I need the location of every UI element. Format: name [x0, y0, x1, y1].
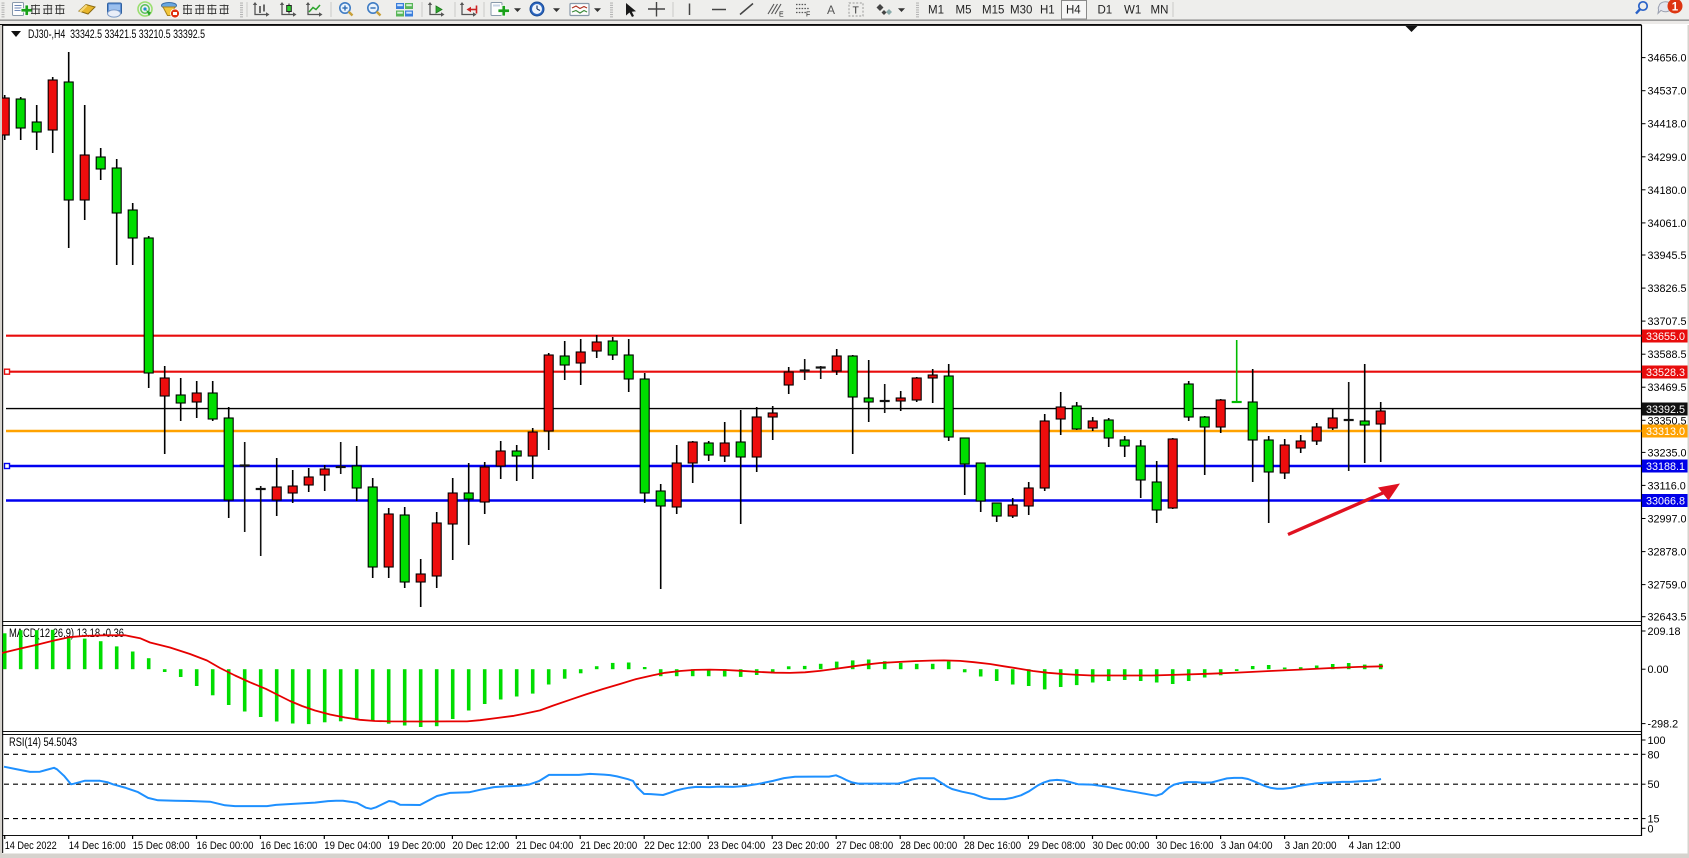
svg-text:33707.5: 33707.5: [1648, 316, 1687, 328]
svg-text:E: E: [779, 12, 784, 19]
svg-text:30 Dec 16:00: 30 Dec 16:00: [1157, 840, 1214, 852]
svg-text:32878.0: 32878.0: [1648, 547, 1687, 559]
svg-text:3 Jan 04:00: 3 Jan 04:00: [1221, 840, 1273, 852]
svg-text:22 Dec 12:00: 22 Dec 12:00: [644, 840, 701, 852]
svg-text:28 Dec 16:00: 28 Dec 16:00: [964, 840, 1021, 852]
svg-text:W1: W1: [1124, 5, 1141, 17]
svg-text:32643.5: 32643.5: [1648, 612, 1687, 624]
svg-text:29 Dec 08:00: 29 Dec 08:00: [1028, 840, 1085, 852]
svg-text:33066.8: 33066.8: [1646, 496, 1685, 508]
svg-text:33945.5: 33945.5: [1648, 250, 1687, 262]
svg-text:34656.0: 34656.0: [1648, 53, 1687, 65]
svg-text:0: 0: [1648, 823, 1654, 835]
svg-text:15: 15: [1648, 814, 1660, 826]
svg-text:A: A: [827, 3, 835, 17]
svg-text:MN: MN: [1151, 5, 1169, 17]
svg-text:33826.5: 33826.5: [1648, 283, 1687, 295]
svg-text:33655.0: 33655.0: [1646, 331, 1685, 343]
svg-text:20 Dec 12:00: 20 Dec 12:00: [452, 840, 509, 852]
svg-text:33588.5: 33588.5: [1648, 349, 1687, 361]
svg-text:33313.0: 33313.0: [1646, 426, 1685, 438]
svg-text:H1: H1: [1040, 5, 1055, 17]
svg-text:21 Dec 04:00: 21 Dec 04:00: [516, 840, 573, 852]
svg-text:34299.0: 34299.0: [1648, 152, 1687, 164]
svg-text:33235.0: 33235.0: [1648, 447, 1687, 459]
svg-text:0.00: 0.00: [1648, 664, 1669, 676]
svg-text:30 Dec 00:00: 30 Dec 00:00: [1093, 840, 1150, 852]
svg-text:209.18: 209.18: [1648, 626, 1681, 638]
svg-text:M15: M15: [982, 5, 1004, 17]
svg-text:28 Dec 00:00: 28 Dec 00:00: [900, 840, 957, 852]
svg-text:33469.5: 33469.5: [1648, 382, 1687, 394]
svg-text:-298.2: -298.2: [1648, 719, 1679, 731]
svg-text:50: 50: [1648, 779, 1660, 791]
svg-text:F: F: [806, 12, 810, 19]
svg-text:T: T: [853, 5, 860, 17]
svg-text:M30: M30: [1010, 5, 1032, 17]
svg-text:16 Dec 16:00: 16 Dec 16:00: [260, 840, 317, 852]
svg-text:32759.0: 32759.0: [1648, 580, 1687, 592]
svg-text:33116.0: 33116.0: [1648, 480, 1686, 492]
svg-text:33188.1: 33188.1: [1646, 461, 1685, 473]
svg-text:33528.3: 33528.3: [1646, 367, 1685, 379]
svg-text:19 Dec 20:00: 19 Dec 20:00: [389, 840, 446, 852]
svg-text:14 Dec 16:00: 14 Dec 16:00: [69, 840, 126, 852]
svg-text:DJ30-,H4 33342.5 33421.5 3321: DJ30-,H4 33342.5 33421.5 33210.5 33392.5: [28, 29, 205, 41]
svg-text:D1: D1: [1098, 5, 1113, 17]
svg-text:100: 100: [1648, 735, 1666, 747]
svg-text:21 Dec 20:00: 21 Dec 20:00: [580, 840, 637, 852]
svg-text:15 Dec 08:00: 15 Dec 08:00: [133, 840, 190, 852]
svg-text:80: 80: [1648, 749, 1660, 761]
svg-text:16 Dec 00:00: 16 Dec 00:00: [197, 840, 254, 852]
svg-text:1: 1: [1672, 2, 1679, 14]
svg-text:34537.0: 34537.0: [1648, 86, 1687, 98]
svg-text:19 Dec 04:00: 19 Dec 04:00: [324, 840, 381, 852]
svg-text:23 Dec 04:00: 23 Dec 04:00: [708, 840, 765, 852]
svg-text:34418.0: 34418.0: [1648, 119, 1687, 131]
svg-text:34180.0: 34180.0: [1648, 185, 1687, 197]
svg-text:32997.0: 32997.0: [1648, 514, 1687, 526]
svg-text:14 Dec 2022: 14 Dec 2022: [5, 840, 57, 852]
svg-text:23 Dec 20:00: 23 Dec 20:00: [772, 840, 829, 852]
svg-text:4 Jan 12:00: 4 Jan 12:00: [1349, 840, 1401, 852]
svg-text:27 Dec 08:00: 27 Dec 08:00: [836, 840, 893, 852]
svg-text:M1: M1: [928, 5, 944, 17]
svg-text:M5: M5: [956, 5, 972, 17]
svg-text:RSI(14) 54.5043: RSI(14) 54.5043: [9, 737, 77, 749]
svg-text:3 Jan 20:00: 3 Jan 20:00: [1285, 840, 1337, 852]
svg-text:34061.0: 34061.0: [1648, 218, 1687, 230]
svg-text:H4: H4: [1066, 5, 1081, 17]
svg-text:33392.5: 33392.5: [1646, 404, 1685, 416]
svg-text:33350.5: 33350.5: [1648, 415, 1687, 427]
